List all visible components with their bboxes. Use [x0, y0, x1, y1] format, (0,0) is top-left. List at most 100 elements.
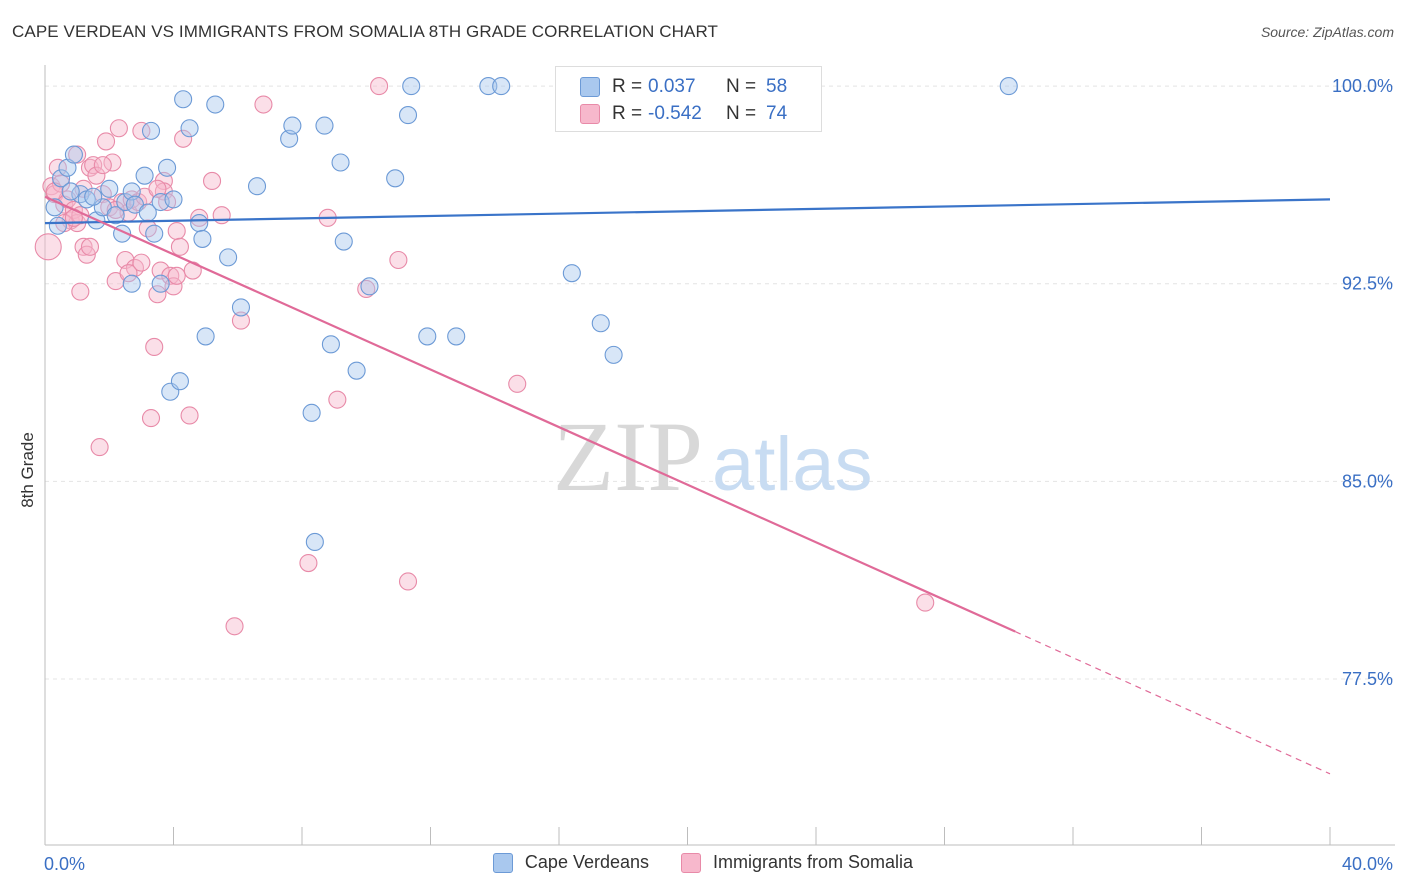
x-tick-labels: 0.0% 40.0% [44, 854, 1393, 874]
capeverdean-point [447, 327, 466, 346]
y-tick-label: 77.5% [1342, 669, 1393, 689]
capeverdean-point [398, 106, 418, 125]
capeverdean-point [492, 77, 511, 96]
y-axis-label: 8th Grade [18, 432, 37, 508]
somalia-point [167, 266, 186, 285]
capeverdean-point [283, 116, 302, 135]
capeverdean-point [174, 90, 193, 109]
capeverdean-point [164, 190, 183, 209]
blue-swatch [580, 77, 600, 97]
capeverdean-point [151, 274, 170, 293]
capeverdean-point [48, 216, 67, 235]
pink-swatch [580, 104, 600, 124]
capeverdean-point [58, 158, 77, 177]
series-legend: Cape Verdeans Immigrants from Somalia [0, 852, 1406, 873]
y-tick-labels: 77.5% 85.0% 92.5% 100.0% [1332, 76, 1393, 689]
n-value: 58 [766, 76, 788, 97]
capeverdean-point [999, 77, 1018, 96]
capeverdean-point [135, 166, 154, 185]
somalia-trend-extension [1014, 631, 1331, 775]
capeverdean-point [360, 277, 379, 296]
legend-label: Cape Verdeans [524, 852, 650, 872]
somalia-point [203, 171, 222, 190]
watermark-atlas: atlas [712, 422, 873, 507]
somalia-point [370, 77, 389, 96]
somalia-point [90, 438, 109, 457]
capeverdean-point [386, 169, 405, 188]
x-tick-label: 0.0% [44, 854, 85, 874]
legend-item-capeverdean[interactable]: Cape Verdeans [492, 852, 650, 873]
somalia-point [148, 285, 167, 304]
somalia-point [145, 337, 164, 357]
y-tick-label: 92.5% [1342, 274, 1393, 294]
r-label: R = [612, 103, 643, 124]
capeverdean-point [418, 327, 437, 346]
capeverdean-point [219, 248, 238, 267]
somalia-point [398, 572, 418, 591]
somalia-point [916, 593, 935, 612]
capeverdean-point [206, 95, 225, 114]
somalia-point [87, 166, 106, 185]
somalia-point [109, 119, 128, 138]
somalia-point [96, 132, 116, 151]
watermark: ZIP atlas [553, 401, 873, 512]
capeverdean-point [64, 145, 83, 164]
y-tick-label: 100.0% [1332, 76, 1393, 96]
capeverdean-point [145, 224, 164, 243]
n-label: N = [726, 76, 757, 97]
capeverdean-point [331, 153, 350, 172]
r-value: 0.037 [648, 76, 696, 97]
stats-legend: R = 0.037 N = 58 R = -0.542 N = 74 [555, 66, 822, 132]
capeverdean-point [334, 232, 353, 251]
capeverdean-point [305, 532, 324, 552]
n-value: 74 [766, 103, 788, 124]
capeverdean-point [604, 345, 623, 364]
capeverdean-point [321, 335, 340, 354]
somalia-point [34, 233, 62, 261]
somalia-point [389, 250, 408, 270]
somalia-point [132, 253, 151, 272]
somalia-point [328, 390, 347, 409]
axes [44, 65, 1395, 846]
capeverdean-point [190, 214, 209, 233]
capeverdean-point [402, 77, 421, 96]
capeverdean-point [180, 119, 199, 138]
somalia-point [254, 95, 273, 114]
somalia-point [71, 282, 90, 301]
somalia-point [119, 264, 138, 283]
trend-lines [44, 195, 1331, 775]
chart-title: CAPE VERDEAN VS IMMIGRANTS FROM SOMALIA … [12, 22, 719, 41]
capeverdean-point [106, 206, 125, 225]
capeverdean-point [347, 361, 366, 380]
capeverdean-point [479, 77, 498, 96]
blue-swatch [492, 852, 513, 873]
capeverdean-trend-line [44, 198, 1331, 225]
capeverdean-point [122, 274, 141, 293]
somalia-point [167, 221, 186, 241]
capeverdean-point [84, 187, 103, 206]
somalia-point [132, 121, 151, 140]
somalia-point [141, 409, 161, 428]
somalia-point [225, 617, 244, 636]
somalia-point [231, 311, 251, 330]
capeverdean-point [61, 182, 80, 201]
capeverdean-point [562, 264, 581, 283]
somalia-point [190, 208, 209, 227]
r-label: R = [612, 76, 643, 97]
somalia-point [170, 237, 189, 256]
capeverdean-point [158, 158, 177, 177]
somalia-point [80, 237, 100, 256]
somalia-point [93, 156, 112, 175]
x-tick-label: 40.0% [1342, 854, 1393, 874]
somalia-point [299, 553, 318, 573]
stats-row-somalia: R = -0.542 N = 74 [580, 101, 787, 127]
watermark-zip: ZIP [553, 401, 703, 512]
legend-item-somalia[interactable]: Immigrants from Somalia [681, 852, 913, 873]
grid-lines [45, 85, 1395, 680]
capeverdean-point [247, 177, 267, 196]
somalia-point [508, 374, 527, 393]
capeverdean-point [196, 327, 215, 346]
capeverdean-point [141, 121, 161, 140]
somalia-point [357, 279, 376, 299]
capeverdean-point [193, 229, 212, 248]
